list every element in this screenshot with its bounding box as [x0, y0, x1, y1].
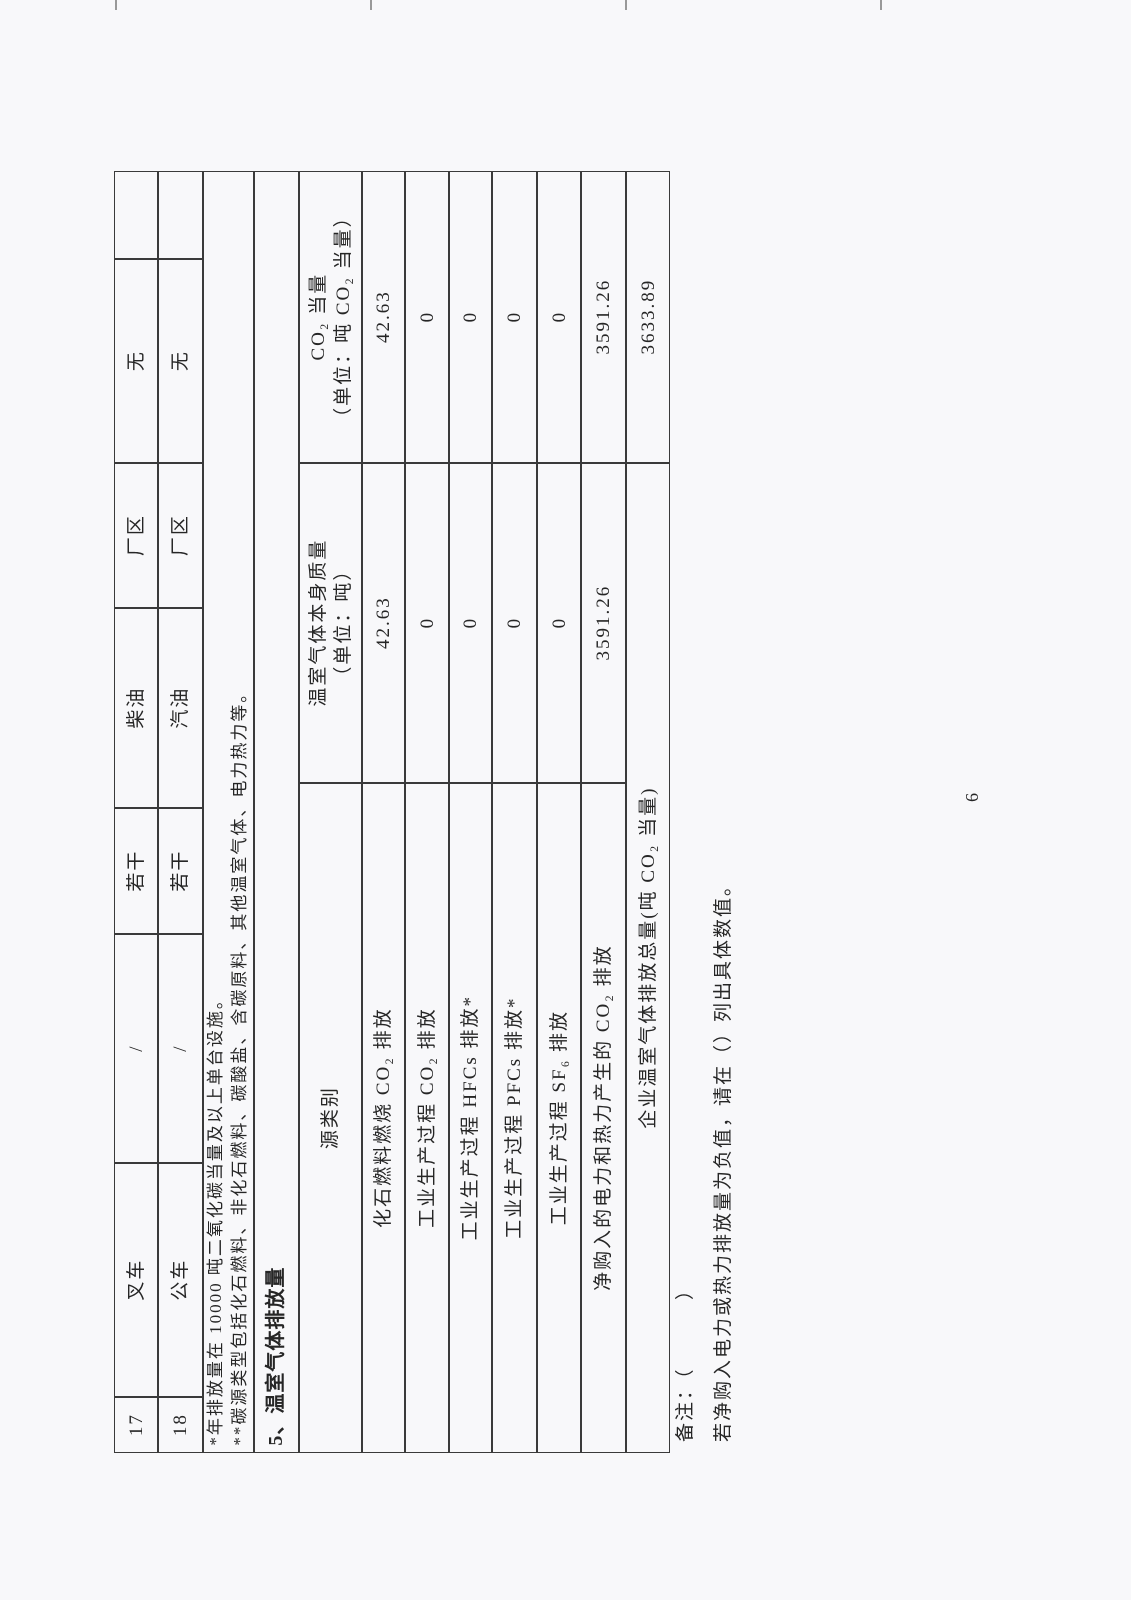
co2e-cell: 0: [537, 170, 582, 463]
source-category-cell: 工业生产过程 PFCs 排放*: [492, 782, 538, 1453]
source-category-cell: 工业生产过程 HFCs 排放*: [449, 782, 493, 1453]
equipment-cell-model: /: [158, 933, 204, 1163]
column-header: 温室气体本身质量 （单位：吨）: [299, 462, 363, 783]
co2e-cell: 3591.26: [581, 170, 627, 463]
mass-cell: 3591.26: [581, 462, 627, 783]
section-title-row: 5、温室气体排放量: [254, 170, 300, 1453]
equipment-cell-no: 18: [158, 1396, 204, 1453]
equipment-cell-name: 叉车: [114, 1162, 159, 1397]
remarks-label: 备注：（ ）: [675, 1278, 696, 1442]
mass-cell: 0: [537, 462, 582, 783]
equipment-cell-model: /: [114, 933, 159, 1163]
footnotes: *年排放量在 10000 吨二氧化碳当量及以上单台设施。 **碳源类型包括化石燃料…: [203, 170, 255, 1453]
equipment-cell-extra: [158, 170, 204, 259]
source-category-cell: 化石燃料燃烧 CO₂ 排放: [362, 782, 406, 1453]
scan-mark: [370, 0, 372, 10]
footnote: **碳源类型包括化石燃料、非化石燃料、碳酸盐、含碳原料、其他温室气体、电力热力等…: [230, 683, 250, 1446]
equipment-cell-no: 17: [114, 1396, 159, 1453]
equipment-cell-count: 若干: [158, 807, 204, 934]
section-title: 5、温室气体排放量: [265, 1266, 288, 1446]
footnote: *年排放量在 10000 吨二氧化碳当量及以上单台设施。: [206, 990, 226, 1446]
co2e-cell: 0: [449, 170, 493, 463]
co2e-cell: 42.63: [362, 170, 406, 463]
remarks-text: 若净购入电力或热力排放量为负值，请在（）列出具体数值。: [713, 874, 734, 1442]
equipment-cell-location: 厂区: [158, 462, 204, 608]
column-header: CO₂ 当量 （单位：吨 CO₂ 当量）: [299, 170, 363, 463]
scan-mark: [625, 0, 627, 10]
source-category-cell: 工业生产过程 SF₆ 排放: [537, 782, 582, 1453]
equipment-cell-fuel: 柴油: [114, 607, 159, 808]
page-number: 6: [962, 791, 982, 802]
equipment-cell-fuel: 汽油: [158, 607, 204, 808]
co2e-cell: 0: [405, 170, 450, 463]
mass-cell: 0: [449, 462, 493, 783]
mass-cell: 0: [492, 462, 538, 783]
total-co2e-cell: 3633.89: [626, 170, 671, 463]
source-category-cell: 净购入的电力和热力产生的 CO₂ 排放: [581, 782, 627, 1453]
equipment-cell-location: 厂区: [114, 462, 159, 608]
scan-mark: [115, 0, 117, 10]
co2e-cell: 0: [492, 170, 538, 463]
mass-cell: 0: [405, 462, 450, 783]
equipment-cell-note: 无: [114, 258, 159, 463]
total-label-cell: 企业温室气体排放总量(吨 CO₂ 当量): [626, 462, 671, 1453]
equipment-cell-name: 公车: [158, 1162, 204, 1397]
equipment-cell-extra: [114, 170, 159, 259]
mass-cell: 42.63: [362, 462, 406, 783]
column-header: 源类别: [299, 782, 363, 1453]
equipment-cell-count: 若干: [114, 807, 159, 934]
equipment-cell-note: 无: [158, 258, 204, 463]
source-category-cell: 工业生产过程 CO₂ 排放: [405, 782, 450, 1453]
scan-mark: [880, 0, 882, 10]
